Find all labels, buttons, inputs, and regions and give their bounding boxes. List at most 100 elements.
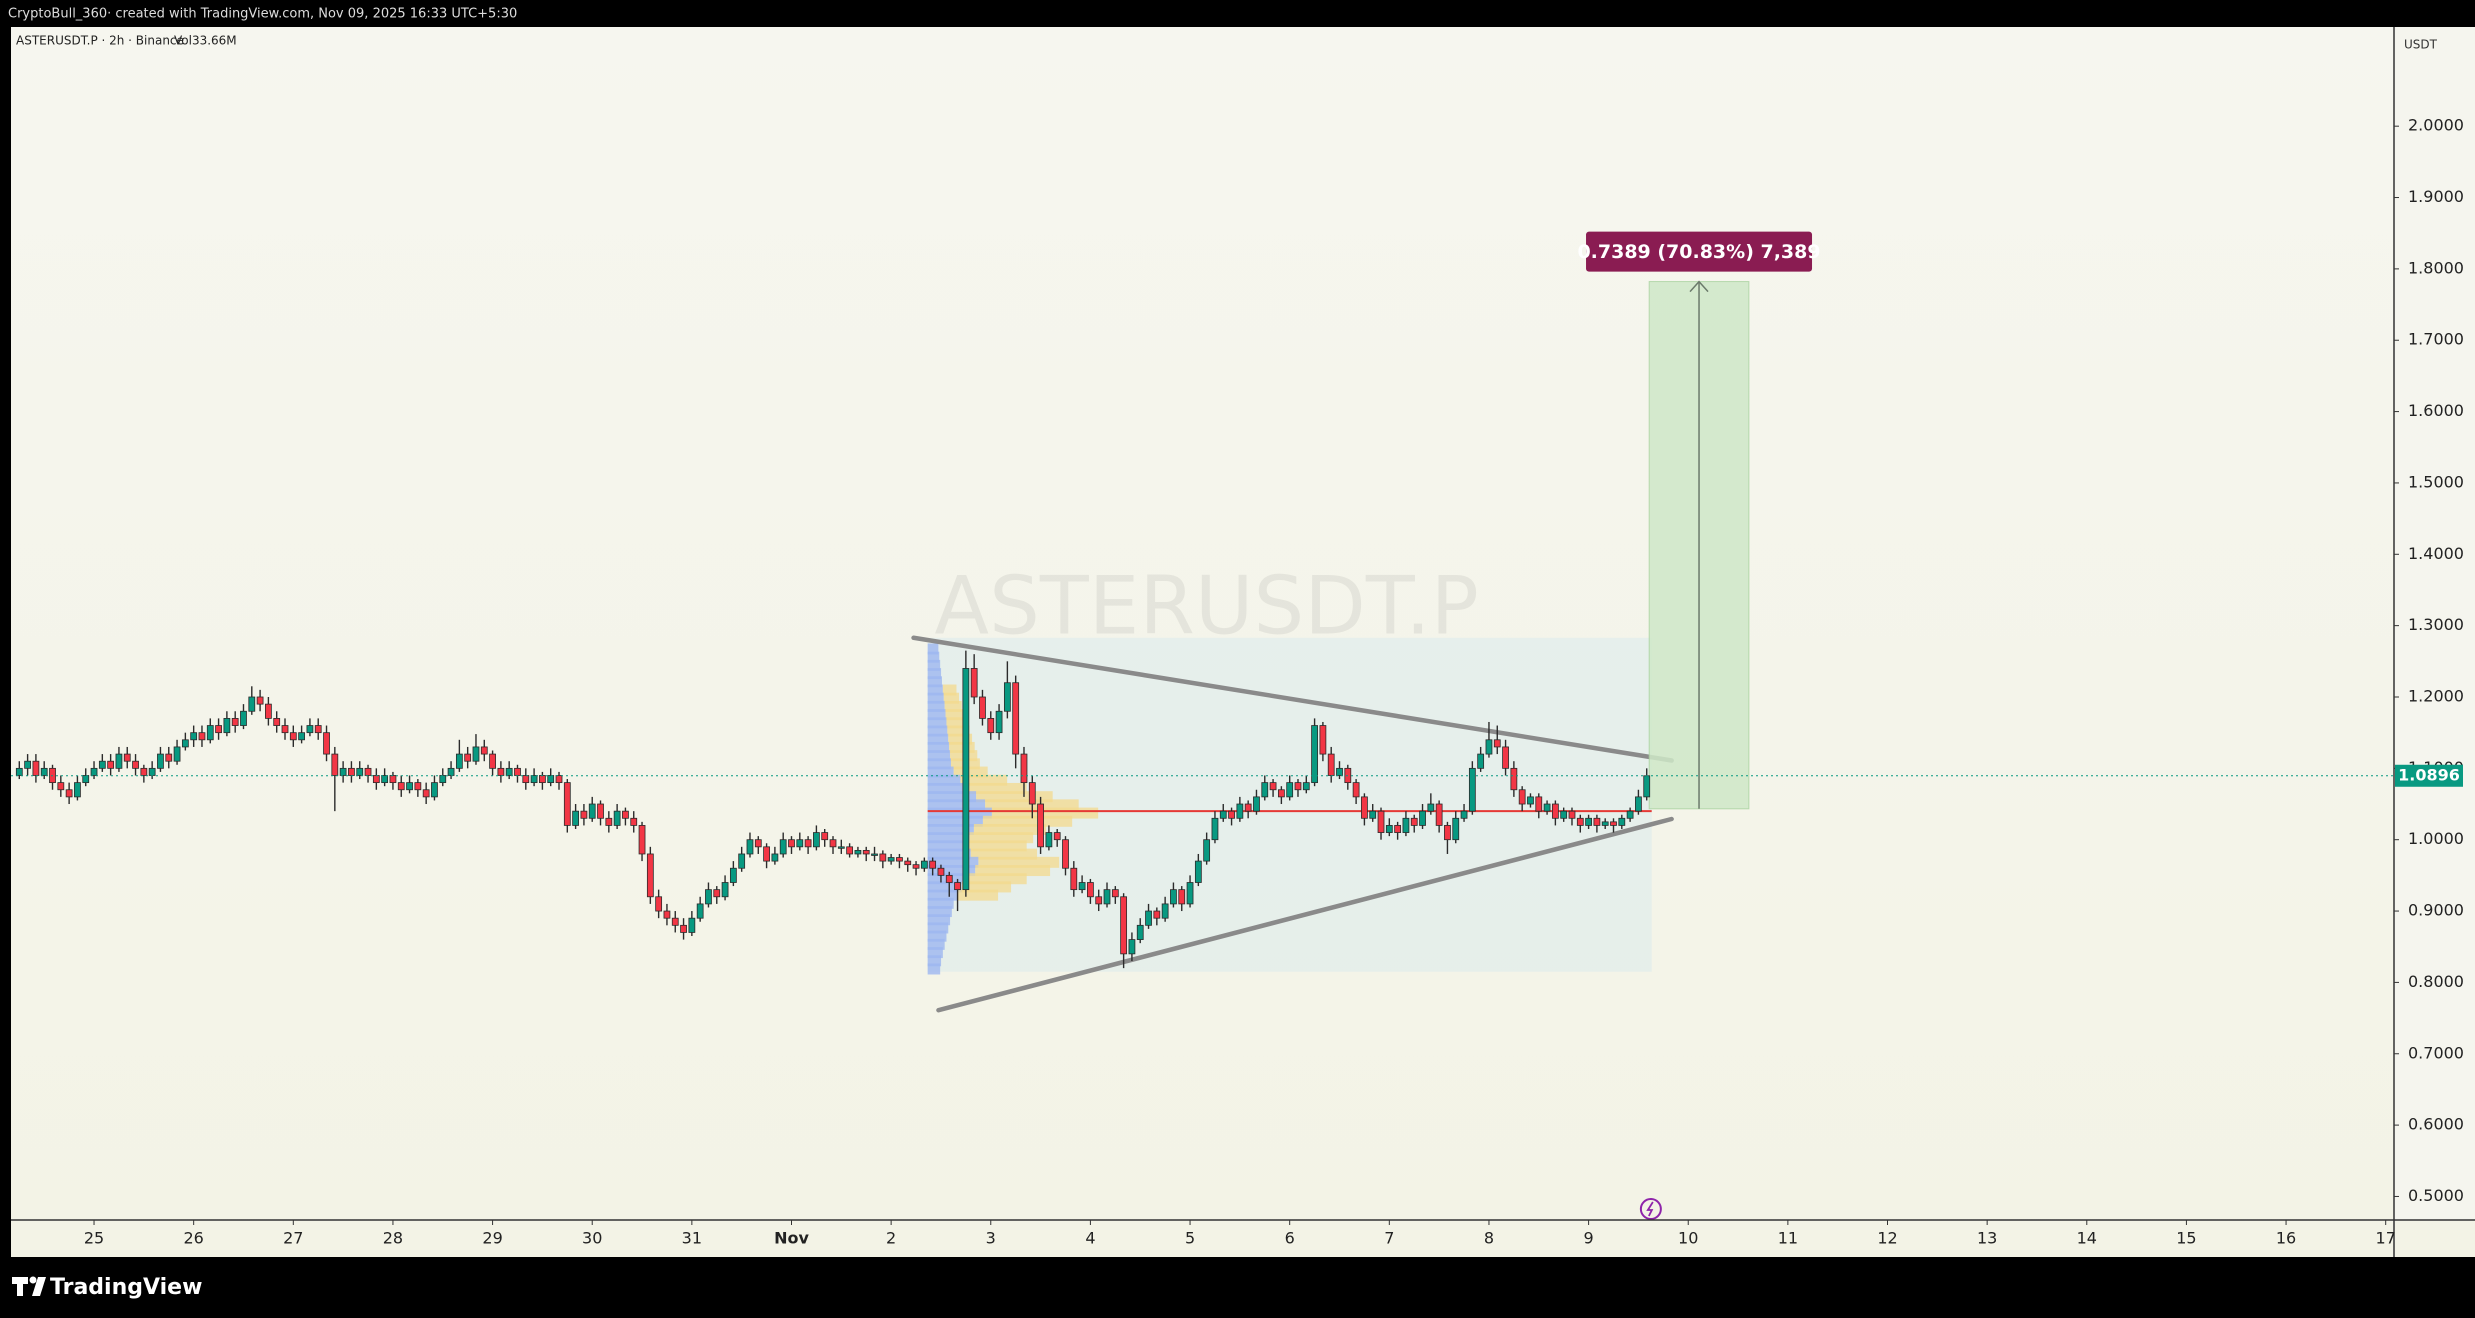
x-tick-label: 27 — [283, 1229, 303, 1248]
candle-body — [879, 853, 887, 862]
profile-bar — [945, 709, 965, 721]
profile-bar — [927, 643, 939, 655]
profile-bar — [927, 758, 951, 770]
y-tick-label: 1.3000 — [2408, 615, 2464, 634]
candle-body — [1020, 753, 1028, 784]
last-price-box — [2395, 764, 2463, 787]
trendline — [936, 816, 1674, 1013]
candle-body — [298, 732, 305, 741]
candle-body — [32, 760, 40, 776]
candle-body — [57, 782, 65, 791]
candle-body — [1053, 832, 1061, 841]
candle-body — [854, 849, 862, 855]
candle-body — [1327, 753, 1335, 776]
x-tick-label: 17 — [2376, 1229, 2396, 1248]
profile-bar — [927, 799, 986, 811]
candle-body — [289, 732, 297, 741]
candle-body — [779, 839, 787, 855]
candle-body — [281, 725, 289, 734]
candle-body — [480, 746, 488, 755]
candle-body — [1211, 817, 1219, 841]
candle-body — [987, 717, 995, 734]
candle-body — [1485, 739, 1493, 755]
candle-body — [1402, 817, 1410, 833]
profile-bar — [927, 700, 945, 712]
candle-body — [1444, 825, 1451, 841]
candle-body — [680, 924, 687, 933]
profile-bar — [927, 823, 974, 835]
candle-body — [256, 696, 264, 705]
candle-body — [148, 767, 156, 776]
candle-body — [1593, 817, 1601, 826]
candle-body — [323, 732, 330, 755]
profile-bar — [927, 930, 947, 942]
candle-body — [1601, 821, 1609, 826]
candle-body — [1385, 825, 1393, 833]
candle-body — [1103, 889, 1111, 905]
x-tick-label: 2 — [886, 1229, 896, 1248]
candle-body — [1419, 810, 1426, 826]
watermark: ASTERUSDT.P — [934, 559, 1479, 652]
candle-body — [655, 896, 663, 912]
candle-body — [937, 867, 945, 876]
candle-body — [804, 839, 812, 848]
candle-body — [107, 760, 115, 769]
candle-body — [995, 710, 1003, 734]
candle-body — [846, 846, 854, 855]
candle-body — [181, 739, 189, 748]
candle-body — [372, 775, 380, 784]
candle-body — [331, 753, 339, 776]
candle-body — [622, 810, 629, 819]
target-arrowhead — [1689, 280, 1709, 293]
profile-bar — [970, 848, 1038, 860]
candle-body — [1510, 767, 1518, 791]
candle-body — [98, 760, 106, 769]
candle-body — [1626, 810, 1634, 819]
candle-body — [1394, 825, 1402, 833]
candle-body — [1161, 903, 1169, 919]
profile-bar — [927, 741, 950, 753]
y-tick-label: 1.9000 — [2408, 187, 2464, 206]
candle-body — [788, 839, 795, 848]
profile-bar — [927, 947, 943, 959]
profile-bar — [948, 733, 973, 745]
candle-body — [1095, 896, 1103, 905]
candle-body — [422, 789, 430, 798]
candle-body — [837, 846, 845, 849]
candle-body — [630, 817, 638, 826]
candle-body — [1460, 810, 1468, 819]
candle-body — [1178, 889, 1186, 905]
header-text: CryptoBull_360· created with TradingView… — [8, 7, 517, 22]
candle-body — [1468, 767, 1476, 812]
candle-body — [157, 753, 164, 769]
candle-body — [198, 732, 206, 741]
candle-body — [1568, 810, 1576, 819]
y-tick-label: 0.7000 — [2408, 1043, 2464, 1062]
candle-body — [389, 775, 397, 784]
trendline — [911, 635, 1674, 763]
candle-body — [397, 782, 405, 791]
x-tick-label: 9 — [1584, 1229, 1594, 1248]
candle-body — [1576, 817, 1584, 826]
candle-body — [90, 767, 98, 776]
y-tick-label: 1.5000 — [2408, 472, 2464, 491]
candle-body — [505, 767, 513, 776]
candle-body — [1087, 882, 1094, 898]
alert-icon-bolt — [1646, 1201, 1654, 1217]
candle-body — [1203, 839, 1211, 862]
profile-bar — [927, 938, 945, 950]
logo-part — [17, 1284, 23, 1296]
profile-bar — [927, 709, 946, 721]
profile-bar — [991, 807, 1099, 819]
logo-part — [29, 1276, 37, 1284]
candle-body — [1153, 910, 1161, 919]
profile-bar — [927, 676, 942, 688]
candle-body — [173, 746, 181, 762]
candle-body — [1352, 782, 1360, 798]
candle-body — [896, 857, 903, 862]
profile-bar — [927, 791, 977, 803]
annotation-box — [1586, 231, 1813, 272]
candle-body — [1518, 789, 1526, 805]
candle-body — [1253, 796, 1260, 812]
